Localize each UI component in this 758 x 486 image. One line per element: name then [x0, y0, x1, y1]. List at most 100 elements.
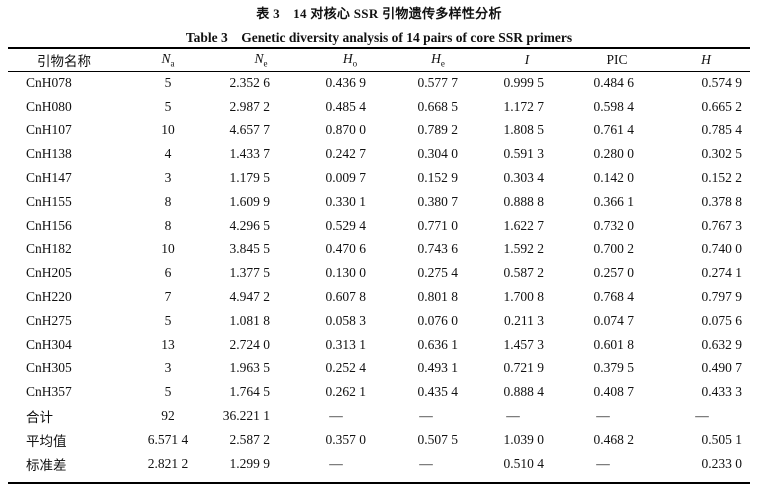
value-cell: 0.801 8	[417, 289, 459, 305]
bottom-rule	[8, 482, 750, 484]
value-cell: 0.485 4	[325, 98, 367, 114]
table-row: CnH220 7 4.947 2 0.607 8 0.801 8 1.700 8 0.768…	[8, 285, 750, 309]
column-header-symbol: H	[342, 50, 353, 66]
value-cell: 0.574 9	[701, 74, 743, 90]
value-cell: 1.622 7	[503, 217, 545, 233]
value-cell: —	[419, 408, 433, 424]
value-cell: 4	[164, 146, 172, 162]
table-row: CnH305 3 1.963 5 0.252 4 0.493 1 0.721 9 0.379…	[8, 357, 750, 381]
value-cell: 0.470 6	[325, 241, 367, 257]
value-cell: 0.378 8	[701, 193, 743, 209]
value-cell: 0.330 1	[325, 193, 367, 209]
value-cell: 1.433 7	[229, 146, 271, 162]
value-cell: 13	[161, 336, 175, 352]
column-header-label: 引物名称	[37, 53, 91, 69]
value-cell: 0.732 0	[593, 217, 635, 233]
value-cell: 0.668 5	[417, 98, 459, 114]
value-cell: 1.592 2	[503, 241, 545, 257]
value-cell: 5	[164, 312, 172, 328]
value-cell: 1.808 5	[503, 122, 545, 138]
value-cell: 6.571 4	[147, 431, 189, 447]
primer-name-cell: CnH147	[26, 170, 72, 186]
value-cell: 1.299 9	[229, 455, 271, 471]
value-cell: 0.529 4	[325, 217, 367, 233]
value-cell: 0.636 1	[417, 336, 459, 352]
value-cell: 0.436 9	[325, 74, 367, 90]
primer-name-cell: CnH182	[26, 241, 72, 257]
value-cell: 0.303 4	[503, 170, 545, 186]
value-cell: —	[419, 455, 433, 471]
value-cell: 0.505 1	[701, 431, 743, 447]
value-cell: 4.657 7	[229, 122, 271, 138]
table-row: 标准差 2.821 2 1.299 9 — — 0.510 4 — 0.233 0	[8, 452, 750, 476]
value-cell: 0.888 8	[503, 193, 545, 209]
column-header-symbol: I	[524, 51, 530, 67]
value-cell: 0.743 6	[417, 241, 459, 257]
value-cell: 0.262 1	[325, 384, 367, 400]
table-row: CnH357 5 1.764 5 0.262 1 0.435 4 0.888 4 0.408…	[8, 380, 750, 404]
value-cell: 0.607 8	[325, 289, 367, 305]
value-cell: 0.233 0	[701, 455, 743, 471]
value-cell: 0.304 0	[417, 146, 459, 162]
value-cell: 1.457 3	[503, 336, 545, 352]
value-cell: —	[329, 408, 343, 424]
value-cell: 6	[164, 265, 172, 281]
value-cell: 0.507 5	[417, 431, 459, 447]
column-header: Ho	[306, 48, 394, 71]
value-cell: 10	[161, 241, 175, 257]
value-cell: 0.740 0	[701, 241, 743, 257]
value-cell: 0.999 5	[503, 74, 545, 90]
value-cell: 0.076 0	[417, 312, 459, 328]
column-header-label: PIC	[606, 51, 628, 67]
table-row: CnH304 13 2.724 0 0.313 1 0.636 1 1.457 3 0.60…	[8, 333, 750, 357]
value-cell: 7	[164, 289, 172, 305]
value-cell: 0.408 7	[593, 384, 635, 400]
primer-name-cell: CnH107	[26, 122, 72, 138]
value-cell: 0.435 4	[417, 384, 459, 400]
value-cell: 0.152 9	[417, 170, 459, 186]
value-cell: 2.724 0	[229, 336, 271, 352]
table-row: CnH080 5 2.987 2 0.485 4 0.668 5 1.172 7 0.598…	[8, 95, 750, 119]
value-cell: 0.379 5	[593, 360, 635, 376]
table-row: CnH107 10 4.657 7 0.870 0 0.789 2 1.808 5 0.76…	[8, 119, 750, 143]
value-cell: 0.075 6	[701, 312, 743, 328]
value-cell: 0.888 4	[503, 384, 545, 400]
value-cell: 0.252 4	[325, 360, 367, 376]
value-cell: 0.211 3	[504, 312, 544, 328]
column-header: PIC	[572, 48, 662, 71]
value-cell: —	[695, 408, 709, 424]
value-cell: 1.609 9	[229, 193, 271, 209]
value-cell: 0.598 4	[593, 98, 635, 114]
value-cell: 0.074 7	[593, 312, 635, 328]
column-header: H	[662, 48, 750, 71]
value-cell: 0.700 2	[593, 241, 635, 257]
table-row: CnH275 5 1.081 8 0.058 3 0.076 0 0.211 3 0.074…	[8, 309, 750, 333]
value-cell: 5	[164, 74, 172, 90]
value-cell: 0.577 7	[417, 74, 459, 90]
value-cell: 0.510 4	[503, 455, 545, 471]
top-rule	[8, 47, 750, 49]
column-header: I	[482, 48, 572, 71]
primer-name-cell: CnH080	[26, 98, 72, 114]
column-header-subscript: o	[352, 58, 358, 69]
value-cell: —	[596, 455, 610, 471]
table-row: CnH155 8 1.609 9 0.330 1 0.380 7 0.888 8 0.366…	[8, 190, 750, 214]
table-row: CnH205 6 1.377 5 0.130 0 0.275 4 0.587 2 0.257…	[8, 261, 750, 285]
primer-name-cell: CnH275	[26, 312, 72, 328]
value-cell: 8	[164, 217, 172, 233]
header-rule	[8, 71, 750, 72]
value-cell: 0.771 0	[417, 217, 459, 233]
value-cell: 0.789 2	[417, 122, 459, 138]
column-header-symbol: H	[701, 51, 711, 67]
value-cell: 0.357 0	[325, 431, 367, 447]
primer-name-cell: CnH138	[26, 146, 72, 162]
table-row: CnH147 3 1.179 5 0.009 7 0.152 9 0.303 4 0.142…	[8, 166, 750, 190]
value-cell: —	[596, 408, 610, 424]
value-cell: 2.987 2	[229, 98, 271, 114]
table-row: CnH156 8 4.296 5 0.529 4 0.771 0 1.622 7 0.732…	[8, 214, 750, 238]
value-cell: 4.296 5	[229, 217, 271, 233]
column-header-subscript: a	[170, 58, 175, 69]
value-cell: 4.947 2	[229, 289, 271, 305]
value-cell: —	[506, 408, 520, 424]
